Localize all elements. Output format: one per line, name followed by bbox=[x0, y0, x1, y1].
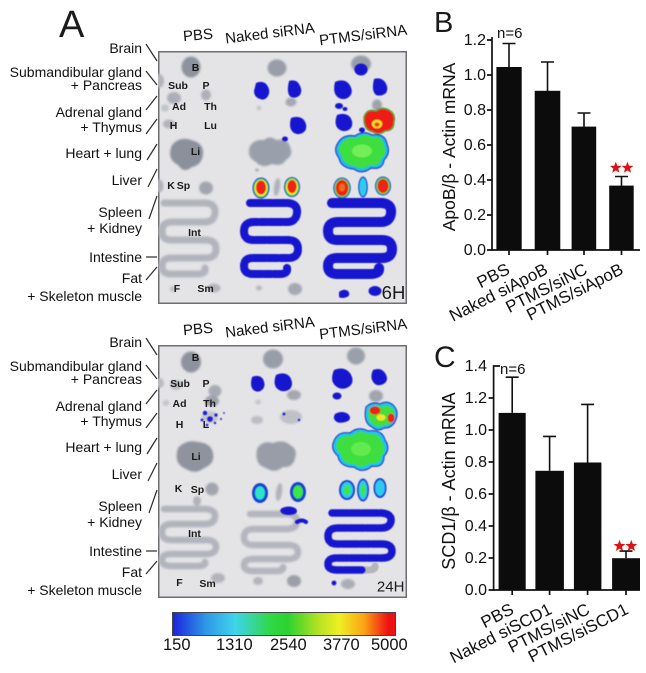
svg-text:Ad: Ad bbox=[172, 101, 186, 113]
svg-text:1.0: 1.0 bbox=[465, 422, 487, 439]
svg-text:0.2: 0.2 bbox=[464, 207, 486, 224]
svg-text:Sub: Sub bbox=[168, 80, 188, 92]
svg-text:0.6: 0.6 bbox=[464, 137, 486, 154]
svg-text:H: H bbox=[170, 120, 178, 132]
svg-text:Sm: Sm bbox=[197, 283, 213, 295]
svg-text:Sub: Sub bbox=[170, 378, 190, 390]
svg-text:Int: Int bbox=[188, 528, 201, 540]
svg-text:1.4: 1.4 bbox=[465, 358, 487, 375]
svg-text:B: B bbox=[192, 62, 200, 74]
svg-text:0.8: 0.8 bbox=[464, 102, 486, 119]
svg-text:Sp: Sp bbox=[177, 180, 190, 192]
svg-text:1.2: 1.2 bbox=[465, 390, 487, 407]
svg-text:0.8: 0.8 bbox=[465, 454, 487, 471]
svg-text:Sm: Sm bbox=[199, 578, 215, 590]
svg-text:B: B bbox=[192, 352, 200, 364]
svg-text:F: F bbox=[176, 577, 183, 589]
svg-text:6H: 6H bbox=[382, 282, 406, 303]
svg-text:0.6: 0.6 bbox=[465, 486, 487, 503]
svg-text:0.0: 0.0 bbox=[465, 582, 487, 599]
svg-text:P: P bbox=[202, 80, 209, 92]
svg-text:L: L bbox=[203, 419, 210, 431]
svg-text:P: P bbox=[202, 378, 209, 390]
svg-text:24H: 24H bbox=[377, 579, 405, 596]
svg-text:ApoB/β - Actin mRNA: ApoB/β - Actin mRNA bbox=[439, 62, 459, 231]
svg-text:H: H bbox=[176, 419, 184, 431]
svg-text:F: F bbox=[174, 283, 181, 295]
svg-text:n=6: n=6 bbox=[500, 361, 525, 378]
svg-text:K: K bbox=[167, 180, 175, 192]
svg-text:1.2: 1.2 bbox=[464, 32, 486, 49]
svg-text:Int: Int bbox=[188, 227, 201, 239]
svg-text:Lu: Lu bbox=[204, 120, 217, 132]
svg-text:K: K bbox=[175, 483, 183, 495]
svg-text:0.2: 0.2 bbox=[465, 550, 487, 567]
svg-text:Th: Th bbox=[203, 398, 216, 410]
svg-text:0.0: 0.0 bbox=[464, 242, 486, 259]
svg-text:n=6: n=6 bbox=[497, 25, 522, 42]
svg-text:Li: Li bbox=[191, 146, 200, 158]
svg-text:1.0: 1.0 bbox=[464, 67, 486, 84]
svg-text:0.4: 0.4 bbox=[464, 172, 486, 189]
svg-text:Sp: Sp bbox=[191, 484, 204, 496]
svg-text:Ad: Ad bbox=[173, 398, 187, 410]
svg-text:Th: Th bbox=[204, 101, 217, 113]
svg-text:Li: Li bbox=[191, 451, 200, 463]
svg-text:0.4: 0.4 bbox=[465, 518, 487, 535]
svg-text:SCD1/β - Actin mRNA: SCD1/β - Actin mRNA bbox=[439, 392, 459, 569]
